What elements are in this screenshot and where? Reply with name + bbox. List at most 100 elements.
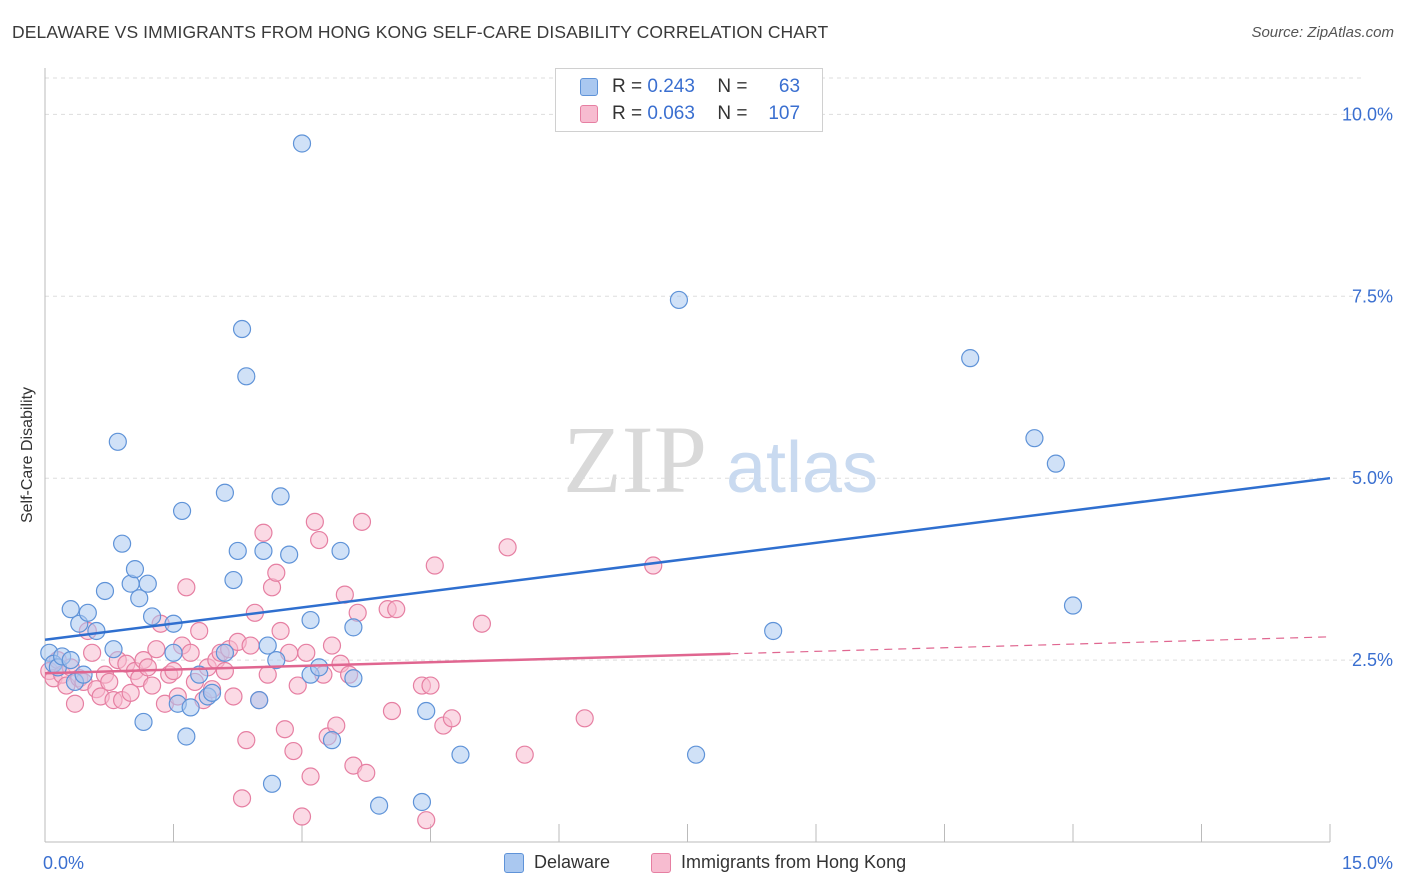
delaware-point: [669, 290, 689, 310]
legend-row-delaware: R = 0.243 N = 63: [580, 75, 800, 99]
hong-kong-point: [215, 661, 234, 681]
delaware-point: [61, 600, 80, 619]
hong-kong-point: [267, 563, 286, 582]
delaware-point: [262, 774, 282, 793]
delaware-point: [172, 501, 192, 521]
hong-kong-point: [83, 643, 102, 662]
hong-kong-point: [65, 694, 85, 713]
legend-r-label: R =: [612, 103, 643, 124]
x-tick-label: 0.0%: [43, 853, 84, 873]
hong-kong-point: [275, 720, 294, 739]
legend-swatch-hong-kong: [580, 105, 598, 123]
delaware-point: [417, 701, 436, 721]
hong-kong-point: [442, 709, 462, 728]
legend-n-label: N =: [717, 103, 748, 124]
chart-title: DELAWARE VS IMMIGRANTS FROM HONG KONG SE…: [12, 22, 829, 42]
bottom-legend-hong-kong: Immigrants from Hong Kong: [651, 852, 906, 873]
series-delaware-points: [40, 134, 1083, 815]
hong-kong-point: [100, 672, 119, 692]
legend-n-value: 107: [768, 103, 801, 124]
watermark: ZIP atlas: [563, 406, 878, 513]
delaware-point: [370, 796, 389, 815]
axes: [44, 68, 1331, 843]
hong-kong-point: [142, 676, 162, 695]
delaware-point: [451, 745, 470, 764]
delaware-point: [95, 581, 115, 601]
delaware-point: [164, 643, 183, 662]
delaware-point: [181, 698, 200, 717]
delaware-point: [112, 534, 132, 553]
delaware-point: [1063, 596, 1083, 615]
delaware-point: [250, 691, 269, 710]
delaware-point: [258, 636, 277, 655]
delaware-point: [310, 658, 329, 677]
delaware-point: [228, 541, 247, 561]
delaware-point: [130, 589, 149, 608]
hong-kong-point: [288, 676, 307, 695]
hong-kong-point: [305, 512, 324, 531]
delaware-point: [254, 541, 273, 561]
hong-kong-point: [310, 530, 329, 550]
hong-kong-point: [421, 676, 440, 695]
hong-kong-point: [301, 767, 320, 786]
delaware-point: [961, 349, 980, 368]
delaware-point: [344, 618, 363, 637]
bottom-legend: Delaware Immigrants from Hong Kong: [0, 852, 1406, 878]
hong-kong-point: [237, 731, 256, 750]
delaware-point: [215, 643, 234, 662]
legend-r-value: 0.063: [647, 103, 695, 124]
delaware-point: [331, 541, 350, 561]
delaware-point: [142, 607, 162, 626]
legend-r-value: 0.243: [647, 76, 695, 97]
source-label: Source: ZipAtlas.com: [1251, 24, 1394, 41]
legend-n-value: 63: [778, 76, 801, 97]
delaware-point: [224, 570, 243, 590]
delaware-trend-line: [44, 476, 1331, 641]
grid-lines: [45, 77, 1365, 661]
delaware-point: [104, 640, 123, 659]
hong-kong-point: [121, 683, 140, 702]
delaware-point: [1046, 454, 1065, 473]
delaware-point: [108, 432, 127, 451]
delaware-point: [202, 683, 222, 702]
bottom-legend-label: Delaware: [534, 852, 611, 872]
hong-kong-trend-line-dashed: [730, 636, 1331, 655]
tick-labels: 2.5% 5.0% 7.5% 10.0% 0.0% 15.0%: [43, 104, 1393, 873]
hong-kong-point: [472, 614, 491, 633]
hong-kong-point: [177, 578, 196, 597]
y-tick-label: 5.0%: [1352, 468, 1393, 488]
legend: R = 0.243 N = 63 R = 0.063 N = 107: [555, 68, 823, 132]
delaware-point: [292, 134, 312, 153]
hong-kong-point: [382, 701, 402, 721]
bottom-legend-swatch-hong-kong: [651, 852, 671, 873]
y-tick-label: 2.5%: [1352, 650, 1393, 670]
delaware-point: [190, 665, 209, 684]
hong-kong-point: [357, 763, 376, 782]
hong-kong-point: [241, 636, 260, 655]
delaware-point: [134, 712, 153, 732]
hong-kong-point: [498, 538, 517, 557]
watermark-zip: ZIP: [563, 406, 707, 513]
delaware-point: [177, 727, 196, 746]
hong-kong-point: [425, 556, 444, 575]
delaware-point: [61, 650, 80, 670]
y-tick-label: 7.5%: [1352, 286, 1393, 306]
bottom-legend-delaware: Delaware: [504, 852, 610, 873]
legend-r-label: R =: [612, 76, 643, 97]
hong-kong-point: [515, 745, 534, 764]
delaware-point: [138, 574, 157, 593]
bottom-legend-swatch-delaware: [504, 852, 524, 873]
hong-kong-point: [254, 523, 273, 542]
hong-kong-point: [232, 789, 252, 808]
delaware-point: [271, 487, 290, 506]
legend-row-hong-kong: R = 0.063 N = 107: [580, 102, 800, 126]
delaware-point: [412, 792, 432, 812]
hong-kong-point: [417, 811, 436, 830]
legend-n-label: N =: [717, 76, 748, 97]
delaware-point: [87, 621, 106, 641]
hong-kong-point: [292, 807, 312, 826]
delaware-point: [215, 483, 234, 502]
hong-kong-point: [352, 512, 372, 531]
x-tick-label: 15.0%: [1342, 853, 1393, 873]
